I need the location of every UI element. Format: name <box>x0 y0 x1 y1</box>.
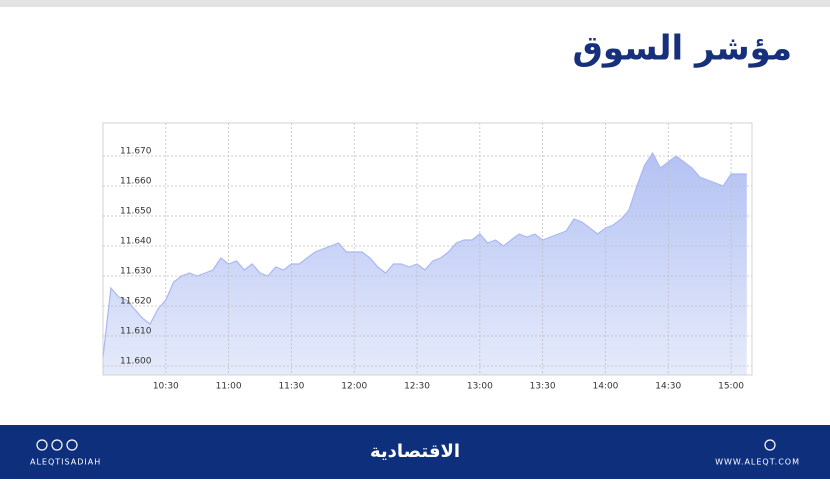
footer-handle: ALEQTISADIAH <box>30 458 101 467</box>
instagram-icon <box>36 439 48 451</box>
y-tick-label: 11.620 <box>120 297 152 307</box>
y-tick-label: 11.630 <box>120 267 152 277</box>
footer-website: WWW.ALEQT.COM <box>715 458 800 467</box>
y-tick-label: 11.640 <box>120 237 152 247</box>
twitter-icon <box>66 439 78 451</box>
top-border <box>0 0 830 7</box>
footer-brand: الاقتصادية <box>370 441 460 462</box>
facebook-icon <box>51 439 63 451</box>
area-line <box>102 151 747 358</box>
social-icons <box>36 439 776 451</box>
web-icon <box>764 439 776 451</box>
area-fill <box>103 153 747 375</box>
y-tick-label: 11.600 <box>120 357 152 367</box>
x-tick-label: 13:00 <box>467 382 493 392</box>
chart-title: مؤشر السوق <box>572 29 792 69</box>
y-tick-label: 11.660 <box>120 177 152 187</box>
x-tick-label: 14:30 <box>655 382 681 392</box>
x-tick-label: 12:30 <box>404 382 430 392</box>
x-tick-label: 11:30 <box>278 382 304 392</box>
x-tick-label: 11:00 <box>216 382 242 392</box>
y-tick-label: 11.650 <box>120 207 152 217</box>
y-tick-label: 11.610 <box>120 327 152 337</box>
x-tick-label: 15:00 <box>718 382 744 392</box>
x-tick-label: 12:00 <box>341 382 367 392</box>
plot-frame <box>102 122 753 376</box>
x-tick-label: 13:30 <box>530 382 556 392</box>
x-tick-label: 10:30 <box>153 382 179 392</box>
x-tick-label: 14:00 <box>592 382 618 392</box>
y-tick-label: 11.670 <box>120 147 152 157</box>
footer-bar <box>0 425 830 479</box>
plot-area: 11.600 11.610 11.620 11.630 11.640 11.650 11.6… <box>102 123 752 392</box>
